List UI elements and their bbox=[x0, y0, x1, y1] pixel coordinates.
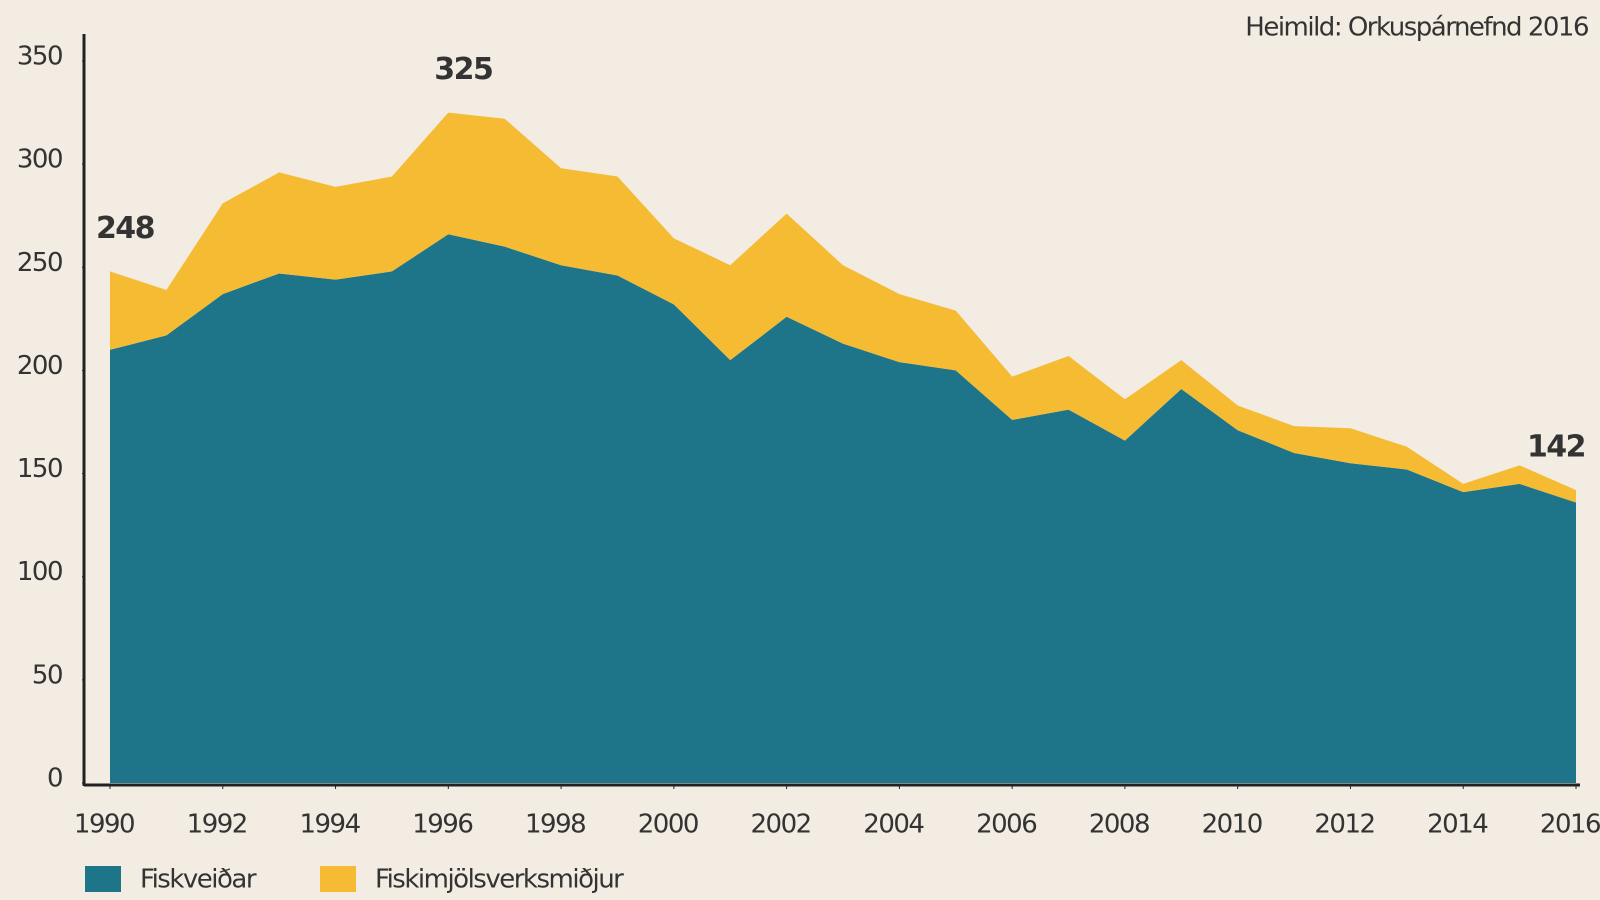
x-tick-label: 1992 bbox=[187, 810, 247, 840]
area bbox=[110, 234, 1576, 783]
legend-swatch bbox=[320, 866, 356, 892]
annotation: 248 bbox=[96, 211, 155, 246]
y-tick-label: 150 bbox=[17, 454, 62, 484]
y-tick-label: 50 bbox=[32, 660, 62, 690]
x-tick-label: 2004 bbox=[863, 810, 924, 840]
annotation: 142 bbox=[1527, 430, 1585, 465]
y-tick-label: 300 bbox=[17, 145, 62, 175]
x-tick-label: 1994 bbox=[299, 810, 360, 840]
legend-swatch bbox=[85, 866, 121, 892]
area bbox=[110, 112, 1576, 503]
legend-label: Fiskveiðar bbox=[140, 865, 257, 895]
x-tick-label: 2014 bbox=[1427, 810, 1488, 840]
x-tick-label: 1990 bbox=[74, 810, 134, 840]
x-tick-label: 2010 bbox=[1202, 810, 1262, 840]
x-tick-label: 2006 bbox=[976, 810, 1036, 840]
x-tick-label: 2002 bbox=[751, 810, 811, 840]
y-tick-label: 100 bbox=[17, 557, 62, 587]
source: Heimild: Orkuspárnefnd 2016 bbox=[1245, 13, 1588, 43]
x-tick-label: 2008 bbox=[1089, 810, 1149, 840]
y-tick-label: 0 bbox=[47, 764, 62, 794]
y-tick-label: 200 bbox=[17, 351, 62, 381]
x-tick-label: 2000 bbox=[638, 810, 698, 840]
y-tick-label: 350 bbox=[17, 42, 62, 72]
annotation: 325 bbox=[434, 52, 492, 87]
x-tick-label: 1998 bbox=[525, 810, 585, 840]
x-tick-label: 2012 bbox=[1314, 810, 1374, 840]
x-tick-label: 2016 bbox=[1540, 810, 1600, 840]
x-tick-label: 1996 bbox=[412, 810, 472, 840]
y-tick-label: 250 bbox=[17, 248, 62, 278]
legend-label: Fiskimjölsverksmiðjur bbox=[375, 865, 624, 895]
